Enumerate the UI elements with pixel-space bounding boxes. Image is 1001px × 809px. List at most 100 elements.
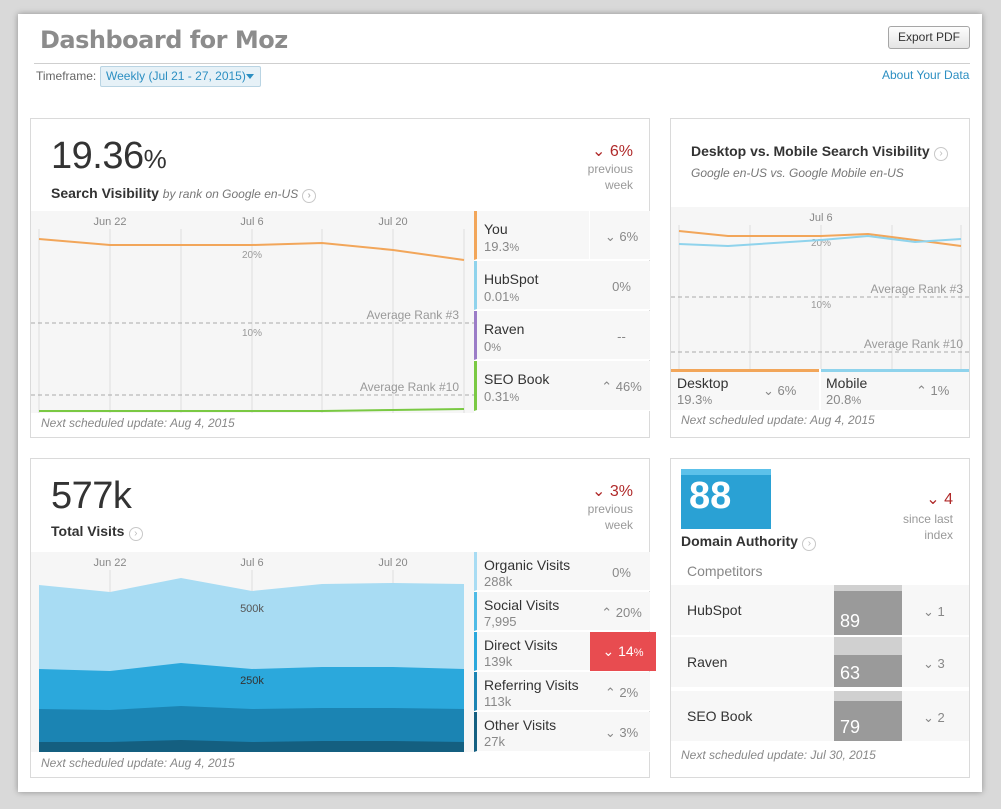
legend-delta-value: 46% bbox=[615, 379, 642, 394]
legend-value-number: 20.8 bbox=[826, 392, 852, 407]
dashboard-window: Dashboard for Moz Export PDF Timeframe: … bbox=[18, 14, 982, 792]
competitors-heading: Competitors bbox=[687, 563, 763, 579]
legend-divider bbox=[589, 211, 590, 260]
legend-delta: ⌃ 2% bbox=[590, 685, 653, 701]
search-visibility-label-row: Search Visibility by rank on Google en-U… bbox=[51, 185, 317, 203]
avg-rank-3-label: Average Rank #3 bbox=[870, 282, 963, 296]
down-arrow-icon: ⌄ bbox=[592, 143, 606, 160]
delta-caption-line1: since last bbox=[902, 512, 953, 526]
chart-gridlines bbox=[38, 229, 465, 413]
legend-item-other[interactable]: Other Visits 27k ⌄ 3% bbox=[474, 712, 650, 752]
about-your-data-link[interactable]: About Your Data bbox=[882, 68, 970, 82]
total-visits-value: 577k bbox=[51, 475, 132, 517]
info-icon[interactable]: › bbox=[128, 527, 143, 541]
legend-value-number: 19.3 bbox=[484, 239, 510, 254]
legend-item-raven[interactable]: Raven 0% -- bbox=[474, 311, 650, 360]
timeframe-select[interactable]: Weekly (Jul 21 - 27, 2015) bbox=[100, 66, 261, 87]
legend-delta-value: 14 bbox=[618, 643, 634, 659]
total-visits-label: Total Visits bbox=[51, 523, 125, 539]
search-visibility-sublabel: by rank on Google en-US bbox=[162, 187, 299, 201]
legend-item-mobile[interactable]: Mobile 20.8% ⌃ 1% bbox=[821, 369, 969, 411]
search-visibility-legend: You 19.3% ⌄ 6% HubSpot 0.01% 0% Raven 0%… bbox=[474, 211, 650, 411]
legend-delta: -- bbox=[617, 329, 626, 344]
competitor-score: 79 bbox=[840, 717, 861, 737]
competitor-row-hubspot[interactable]: HubSpot 89 ⌄ 1 bbox=[671, 585, 969, 635]
y-tick-label: 20% bbox=[242, 250, 262, 261]
up-arrow-icon: ⌃ bbox=[916, 383, 927, 398]
legend-item-direct[interactable]: Direct Visits 139k ⌄ 14% bbox=[474, 632, 656, 671]
legend-value: 0% bbox=[484, 339, 501, 354]
down-arrow-icon: ⌄ bbox=[602, 643, 615, 659]
competitor-delta-value: 2 bbox=[937, 710, 945, 725]
legend-value: 139k bbox=[484, 654, 513, 669]
domain-authority-delta: ⌄ 4 bbox=[926, 489, 953, 509]
legend-name: Raven bbox=[484, 321, 525, 337]
legend-value-number: 0.31 bbox=[484, 389, 510, 404]
legend-item-hubspot[interactable]: HubSpot 0.01% 0% bbox=[474, 261, 650, 310]
legend-name: Referring Visits bbox=[484, 677, 579, 693]
search-visibility-number: 19.36 bbox=[51, 135, 144, 177]
competitor-score-bar: 89 bbox=[834, 585, 902, 635]
x-tick-label: Jun 22 bbox=[93, 216, 126, 228]
legend-delta: ⌄ 6% bbox=[763, 383, 796, 399]
legend-item-desktop[interactable]: Desktop 19.3% ⌄ 6% bbox=[671, 369, 819, 411]
desktop-mobile-chart: Jul 6 Average Rank #3 Average Rank #10 2… bbox=[671, 207, 969, 369]
legend-delta-value: 20% bbox=[615, 605, 642, 620]
legend-item-you[interactable]: You 19.3% ⌄ 6% bbox=[474, 211, 650, 260]
export-pdf-button[interactable]: Export PDF bbox=[888, 26, 970, 49]
legend-name: Desktop bbox=[677, 375, 729, 391]
up-arrow-icon: ⌃ bbox=[601, 605, 613, 620]
avg-rank-10-label: Average Rank #10 bbox=[864, 337, 964, 351]
search-visibility-value: 19.36% bbox=[51, 135, 167, 178]
competitor-row-raven[interactable]: Raven 63 ⌄ 3 bbox=[671, 637, 969, 687]
search-visibility-panel: 19.36% Search Visibility by rank on Goog… bbox=[30, 118, 650, 438]
legend-value: 113k bbox=[484, 694, 512, 709]
desktop-mobile-title-row: Desktop vs. Mobile Search Visibility › bbox=[691, 143, 949, 161]
legend-value-unit: % bbox=[509, 392, 520, 404]
delta-caption-line1: previous bbox=[587, 502, 633, 516]
search-visibility-delta-caption: previous week bbox=[588, 161, 633, 193]
legend-value: 288k bbox=[484, 574, 513, 589]
domain-authority-badge: 88 bbox=[681, 469, 771, 529]
chevron-down-icon[interactable] bbox=[246, 74, 254, 79]
legend-item-social[interactable]: Social Visits 7,995 ⌃ 20% bbox=[474, 592, 650, 631]
legend-value: 19.3% bbox=[484, 239, 519, 254]
delta-caption-line2: index bbox=[924, 528, 953, 542]
series-you-line bbox=[38, 238, 465, 261]
search-visibility-delta-value: 6% bbox=[609, 143, 633, 160]
legend-delta-value: 6% bbox=[619, 229, 639, 244]
desktop-mobile-subtitle: Google en-US vs. Google Mobile en-US bbox=[691, 166, 904, 180]
legend-value: 0.31% bbox=[484, 389, 519, 404]
avg-rank-10-label: Average Rank #10 bbox=[360, 380, 460, 394]
legend-delta-value: 1% bbox=[930, 383, 950, 398]
info-icon[interactable]: › bbox=[802, 537, 817, 551]
legend-name: Direct Visits bbox=[484, 637, 558, 653]
domain-authority-footnote: Next scheduled update: Jul 30, 2015 bbox=[681, 748, 876, 762]
total-visits-footnote: Next scheduled update: Aug 4, 2015 bbox=[41, 756, 235, 770]
desktop-mobile-footnote: Next scheduled update: Aug 4, 2015 bbox=[681, 413, 875, 427]
competitor-row-seo-book[interactable]: SEO Book 79 ⌄ 2 bbox=[671, 691, 969, 741]
legend-value-unit: % bbox=[491, 342, 502, 354]
info-icon[interactable]: › bbox=[302, 189, 317, 203]
down-arrow-icon: ⌄ bbox=[926, 491, 940, 508]
legend-item-organic[interactable]: Organic Visits 288k 0% bbox=[474, 552, 650, 591]
desktop-mobile-panel: Desktop vs. Mobile Search Visibility › G… bbox=[670, 118, 970, 438]
domain-authority-label: Domain Authority bbox=[681, 533, 798, 549]
info-icon[interactable]: › bbox=[934, 147, 949, 161]
x-tick-label: Jul 6 bbox=[240, 216, 263, 228]
legend-delta-value: 2% bbox=[619, 685, 639, 700]
search-visibility-delta: ⌄ 6% bbox=[592, 141, 633, 161]
legend-value-number: 19.3 bbox=[677, 392, 703, 407]
legend-item-referring[interactable]: Referring Visits 113k ⌃ 2% bbox=[474, 672, 650, 711]
delta-caption-line2: week bbox=[604, 178, 633, 192]
chart-background bbox=[671, 207, 969, 369]
legend-delta: ⌄ 6% bbox=[590, 229, 653, 245]
down-arrow-icon: ⌄ bbox=[923, 710, 934, 725]
legend-delta-value: 6% bbox=[777, 383, 797, 398]
da-scale-strip bbox=[681, 469, 771, 475]
legend-value: 20.8% bbox=[826, 392, 861, 407]
competitor-score: 89 bbox=[840, 611, 861, 631]
domain-authority-label-row: Domain Authority › bbox=[681, 533, 817, 551]
competitor-name: HubSpot bbox=[687, 602, 742, 618]
legend-item-seo-book[interactable]: SEO Book 0.31% ⌃ 46% bbox=[474, 361, 650, 411]
